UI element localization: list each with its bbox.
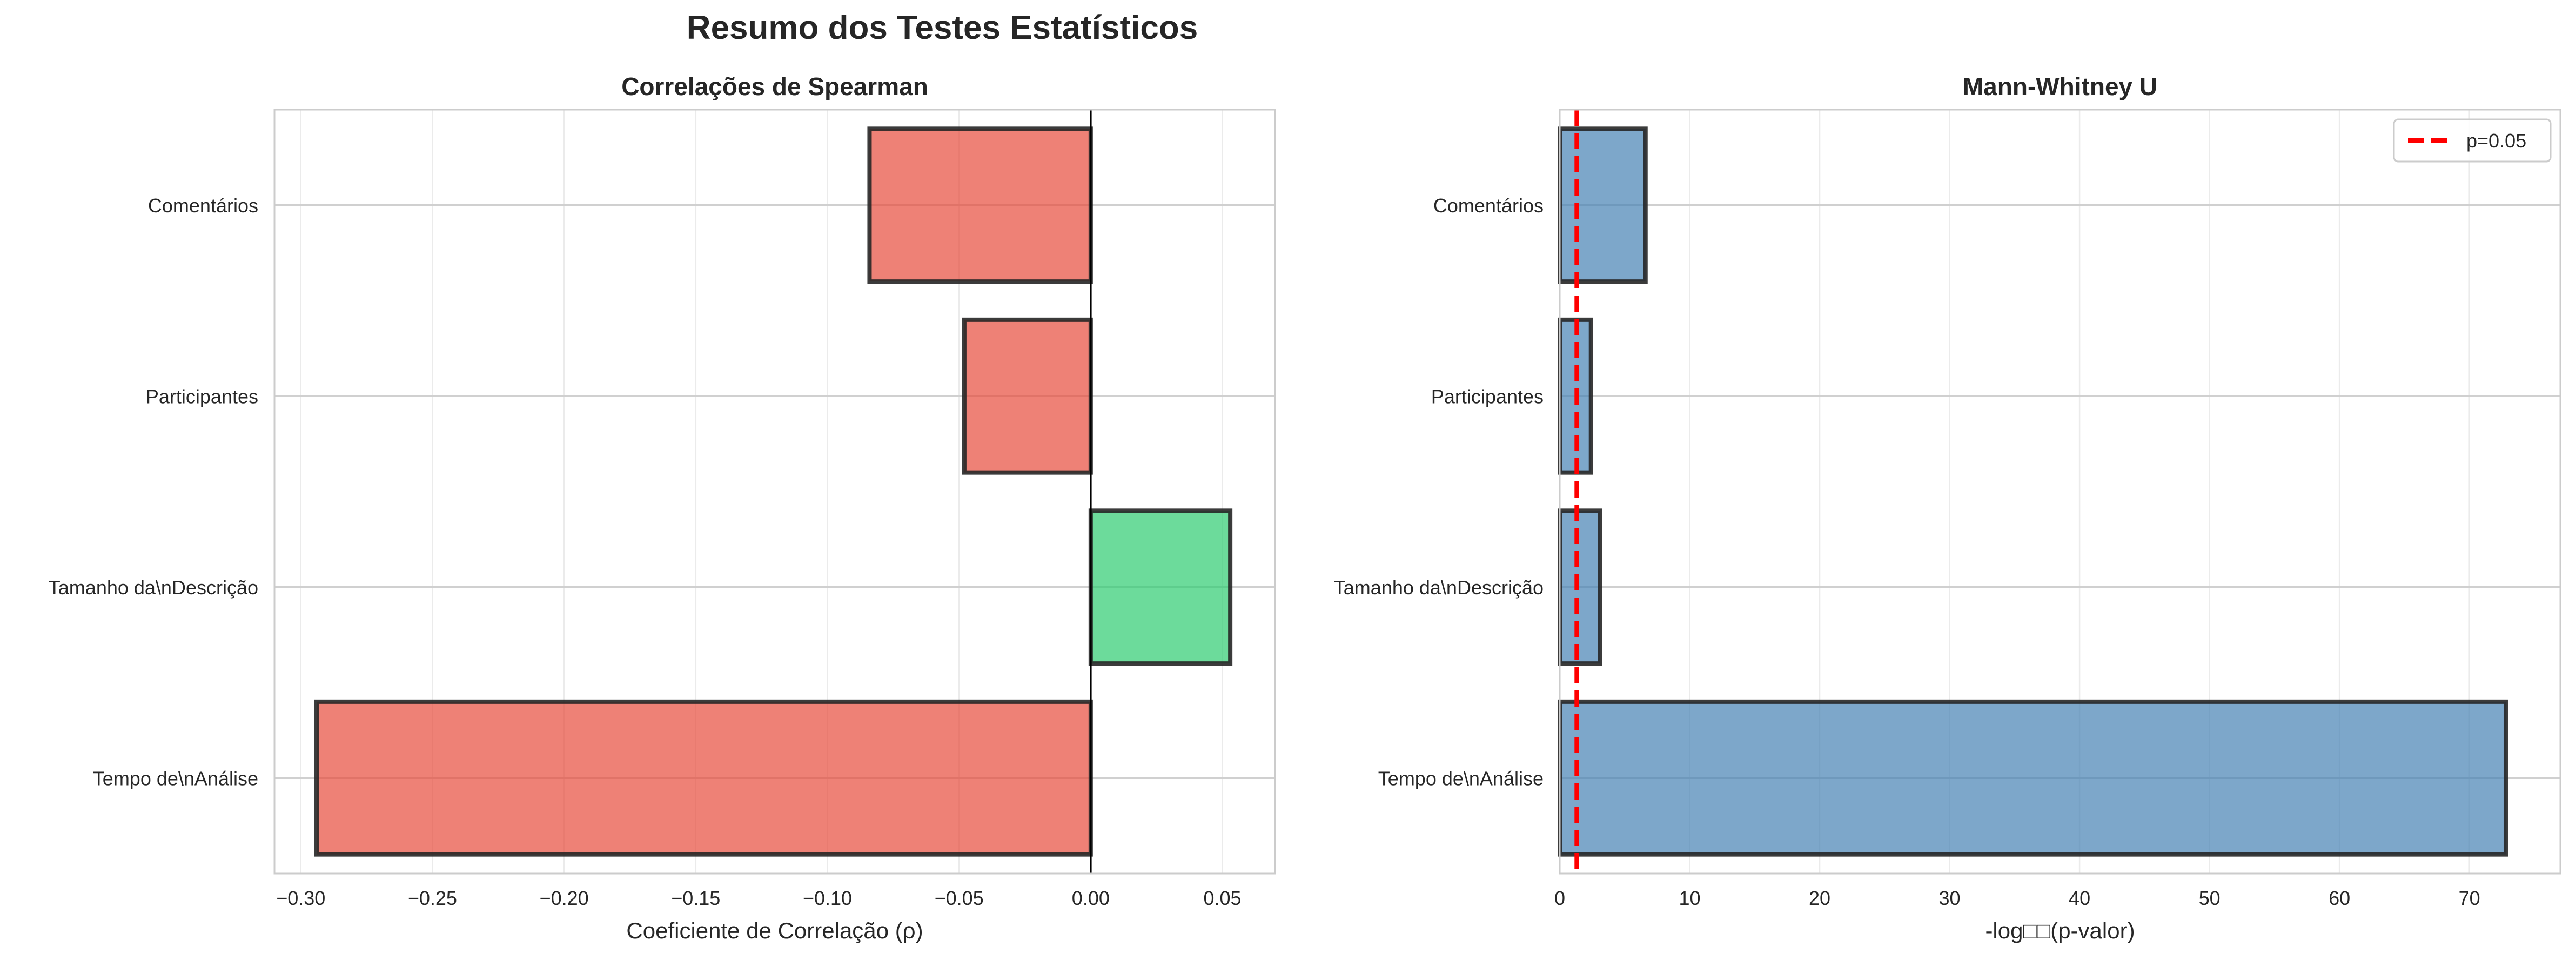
y-tick-label: Comentários (1433, 194, 1544, 217)
axes-frame (273, 109, 1276, 875)
bar-0 (867, 126, 1093, 284)
x-tick-label: 60 (2329, 887, 2350, 909)
legend: p=0.05 (2393, 118, 2552, 163)
x-tick-label: 10 (1679, 887, 1700, 909)
x-tick-label: −0.05 (935, 887, 984, 909)
y-tick-label: Tamanho da\nDescrição (49, 576, 258, 599)
spearman-title: Correlações de Spearman (621, 72, 928, 100)
mann-whitney-xlabel: -log□□(p-valor) (1985, 918, 2135, 943)
x-tick-label: 70 (2459, 887, 2480, 909)
x-tick-label: 0 (1554, 887, 1565, 909)
y-tick-label: Tempo de\nAnálise (1378, 767, 1544, 789)
legend-box (2393, 118, 2552, 163)
x-tick-label: 20 (1809, 887, 1830, 909)
x-tick-label: −0.10 (803, 887, 852, 909)
bar-3 (314, 699, 1093, 857)
spearman-panel: Correlações de Spearman Coeficiente de C… (49, 72, 1276, 943)
y-tick-label: Tempo de\nAnálise (93, 767, 258, 789)
mann-whitney-title: Mann-Whitney U (1963, 72, 2157, 100)
x-tick-label: 50 (2199, 887, 2221, 909)
x-tick-label: 0.05 (1203, 887, 1241, 909)
x-tick-label: −0.30 (276, 887, 325, 909)
bar-2 (1558, 508, 1602, 666)
y-tick-label: Participantes (146, 385, 258, 407)
y-tick-label: Participantes (1431, 385, 1544, 407)
spearman-xlabel: Coeficiente de Correlação (ρ) (626, 918, 923, 943)
x-tick-label: 30 (1939, 887, 1961, 909)
figure-title: Resumo dos Testes Estatísticos (687, 9, 1198, 46)
x-tick-label: 40 (2069, 887, 2090, 909)
bar-2 (1088, 508, 1233, 666)
bar-3 (1558, 699, 2508, 857)
bar-0 (1558, 126, 1648, 284)
x-tick-label: −0.15 (671, 887, 720, 909)
mann-whitney-panel: Mann-Whitney U -log□□(p-valor) 0 10 20 30 40… (1334, 72, 2561, 943)
x-tick-label: −0.20 (540, 887, 589, 909)
axes-frame (1559, 109, 2561, 875)
legend-label: p=0.05 (2466, 130, 2526, 152)
bar-1 (962, 317, 1093, 475)
x-tick-label: 0.00 (1072, 887, 1110, 909)
y-tick-label: Comentários (148, 194, 258, 217)
x-tick-label: −0.25 (408, 887, 457, 909)
y-tick-label: Tamanho da\nDescrição (1334, 576, 1544, 599)
